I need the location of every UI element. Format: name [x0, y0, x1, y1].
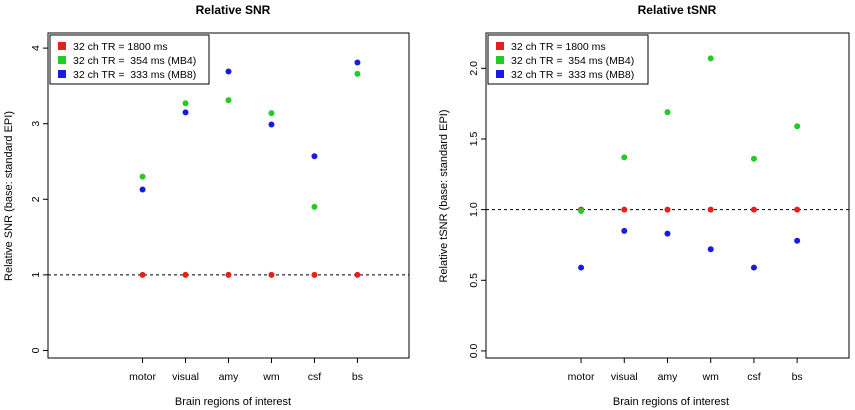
data-point-bs-series-2	[354, 59, 361, 66]
data-point-wm-series-2	[707, 246, 714, 253]
data-point-visual-series-1	[182, 100, 189, 107]
y-tick-label: 4	[30, 45, 42, 51]
x-axis: motor visual amy wm csf bs	[129, 358, 363, 383]
legend-swatch-red	[58, 42, 66, 50]
data-point-csf-series-1	[750, 155, 757, 162]
legend-label: 32 ch TR = 354 ms (MB4)	[511, 55, 634, 67]
legend-box	[487, 34, 649, 85]
x-tick-label: motor	[129, 371, 156, 383]
data-point-bs-series-2	[794, 237, 801, 244]
x-tick-label: motor	[568, 371, 595, 383]
y-tick-label: 0	[30, 347, 42, 353]
data-point-csf-series-2	[311, 153, 318, 160]
data-point-amy-series-1	[664, 109, 671, 116]
x-tick-label: bs	[352, 371, 363, 383]
data-points	[139, 59, 361, 278]
data-point-amy-series-0	[664, 206, 671, 213]
data-point-wm-series-0	[268, 271, 275, 278]
data-point-visual-series-0	[182, 271, 189, 278]
legend-swatch-blue	[58, 70, 66, 78]
data-point-bs-series-1	[354, 70, 361, 77]
panel-relative-snr: Relative SNR Brain regions of interest R…	[3, 3, 410, 408]
x-tick-label: wm	[262, 371, 280, 383]
x-tick-label: csf	[308, 371, 322, 383]
data-point-amy-series-2	[225, 68, 232, 75]
legend: 32 ch TR = 1800 ms 32 ch TR = 354 ms (MB…	[487, 34, 649, 85]
data-point-bs-series-0	[794, 206, 801, 213]
data-point-motor-series-1	[139, 173, 146, 180]
data-point-csf-series-0	[311, 271, 318, 278]
y-tick-label: 3	[30, 121, 42, 127]
data-point-visual-series-0	[621, 206, 628, 213]
x-tick-label: wm	[702, 371, 720, 383]
legend-label: 32 ch TR = 333 ms (MB8)	[73, 69, 196, 81]
panel-relative-tsnr: Relative tSNR Brain regions of interest …	[438, 3, 850, 408]
x-tick-label: csf	[747, 371, 761, 383]
data-point-motor-series-2	[578, 264, 585, 271]
chart-title: Relative SNR	[196, 3, 271, 17]
legend-swatch-green	[496, 56, 504, 64]
y-axis: 0 1 2 3 4	[30, 45, 48, 353]
y-tick-label: 0.0	[468, 343, 480, 358]
y-tick-label: 2	[30, 196, 42, 202]
x-tick-label: visual	[172, 371, 199, 383]
data-point-bs-series-1	[794, 123, 801, 130]
x-axis-label: Brain regions of interest	[613, 396, 729, 408]
y-axis-label: Relative SNR (base: standard EPI)	[3, 111, 15, 281]
data-point-wm-series-0	[707, 206, 714, 213]
data-point-amy-series-0	[225, 271, 232, 278]
x-axis: motor visual amy wm csf bs	[568, 358, 803, 383]
legend-box	[49, 34, 210, 85]
legend: 32 ch TR = 1800 ms 32 ch TR = 354 ms (MB…	[49, 34, 210, 85]
y-tick-label: 0.5	[468, 273, 480, 288]
data-point-amy-series-2	[664, 230, 671, 237]
data-point-amy-series-1	[225, 97, 232, 104]
data-point-visual-series-2	[182, 109, 189, 116]
data-point-csf-series-1	[311, 203, 318, 210]
data-point-wm-series-1	[707, 55, 714, 62]
legend-label: 32 ch TR = 1800 ms	[511, 41, 606, 53]
legend-swatch-red	[496, 42, 504, 50]
data-point-motor-series-2	[139, 186, 146, 193]
data-point-bs-series-0	[354, 271, 361, 278]
y-tick-label: 1	[30, 272, 42, 278]
data-point-visual-series-2	[621, 227, 628, 234]
x-tick-label: bs	[792, 371, 803, 383]
legend-swatch-blue	[496, 70, 504, 78]
legend-swatch-green	[58, 56, 66, 64]
data-point-wm-series-1	[268, 110, 275, 117]
x-axis-label: Brain regions of interest	[175, 396, 291, 408]
x-tick-label: amy	[219, 371, 240, 383]
data-point-visual-series-1	[621, 154, 628, 161]
data-point-csf-series-2	[750, 264, 757, 271]
y-axis: 0.0 0.5 1.0 1.5 2.0	[468, 61, 486, 358]
y-axis-label: Relative tSNR (base: standard EPI)	[438, 109, 450, 282]
data-point-motor-series-1	[578, 208, 585, 215]
data-point-wm-series-2	[268, 121, 275, 128]
y-tick-label: 2.0	[468, 61, 480, 76]
data-points	[578, 55, 801, 271]
x-tick-label: amy	[658, 371, 679, 383]
data-point-csf-series-0	[750, 206, 757, 213]
y-tick-label: 1.5	[468, 132, 480, 147]
legend-label: 32 ch TR = 333 ms (MB8)	[511, 69, 634, 81]
x-tick-label: visual	[611, 371, 638, 383]
legend-label: 32 ch TR = 354 ms (MB4)	[73, 55, 196, 67]
y-tick-label: 1.0	[468, 202, 480, 217]
chart-title: Relative tSNR	[638, 3, 717, 17]
legend-label: 32 ch TR = 1800 ms	[73, 41, 168, 53]
data-point-motor-series-0	[139, 271, 146, 278]
